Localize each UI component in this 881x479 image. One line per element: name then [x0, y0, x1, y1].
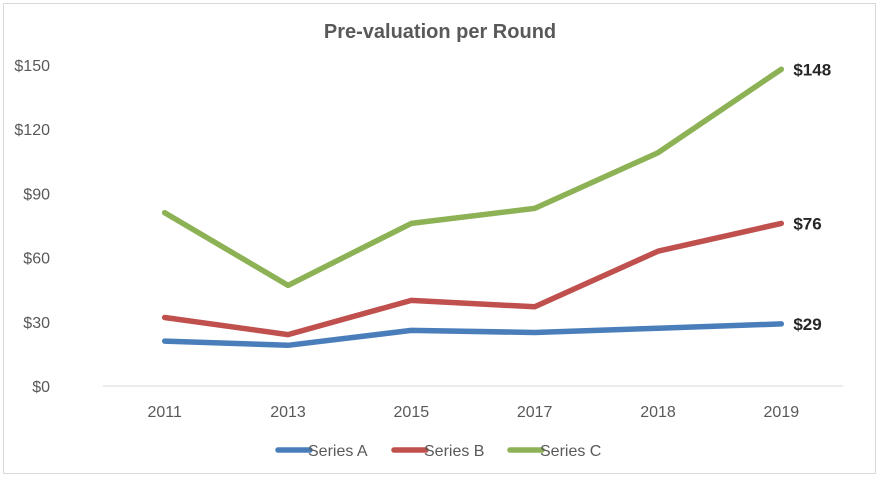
- y-tick-label: $30: [23, 315, 50, 332]
- x-tick-label: 2011: [147, 404, 182, 421]
- x-tick-label: 2018: [640, 404, 676, 421]
- legend-label-series-c: Series C: [540, 443, 601, 460]
- x-tick-label: 2013: [270, 404, 306, 421]
- y-tick-label: $150: [14, 58, 50, 75]
- y-tick-label: $90: [23, 186, 50, 203]
- y-tick-label: $120: [14, 122, 50, 139]
- series-line-series-c: [161, 66, 785, 289]
- x-tick-label: 2019: [764, 404, 800, 421]
- legend-label-series-b: Series B: [424, 443, 484, 460]
- data-label-series-c: $148: [793, 60, 831, 79]
- series-line-series-b: [161, 220, 785, 338]
- series-line-series-a: [161, 321, 785, 349]
- y-tick-label: $0: [32, 379, 50, 396]
- legend-label-series-a: Series A: [308, 443, 368, 460]
- end-labels: $29 $76 $148: [793, 60, 831, 334]
- x-tick-label: 2017: [517, 404, 553, 421]
- y-axis-ticks: $0 $30 $60 $90 $120 $150: [14, 58, 50, 396]
- data-label-series-a: $29: [793, 315, 821, 334]
- x-axis-ticks: 2011 2013 2015 2017 2018 2019: [147, 404, 799, 421]
- x-tick-label: 2015: [394, 404, 430, 421]
- chart-frame: [3, 3, 876, 474]
- series-lines: [161, 66, 785, 349]
- y-tick-label: $60: [23, 251, 50, 268]
- legend: Series A Series B Series C: [275, 443, 601, 460]
- data-label-series-b: $76: [793, 214, 821, 233]
- chart-title: Pre-valuation per Round: [324, 21, 556, 43]
